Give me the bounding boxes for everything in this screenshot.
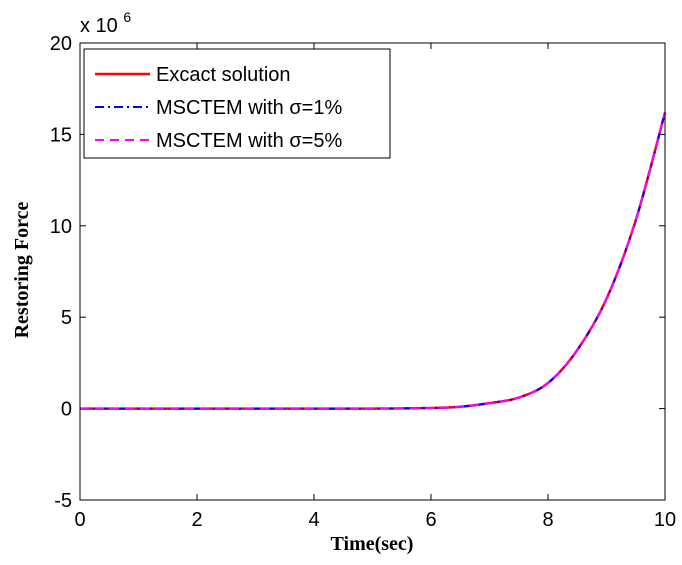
x-tick-label: 2: [191, 509, 202, 531]
y-tick-label: -5: [54, 490, 72, 512]
y-tick-label: 15: [50, 124, 72, 146]
series-group: [80, 112, 667, 410]
plot-frame: [79, 42, 666, 501]
y-multiplier-base: x 10: [80, 15, 118, 37]
legend: Excact solution MSCTEM with σ=1% MSCTEM wi…: [83, 48, 391, 159]
y-multiplier: x 10 6: [80, 9, 131, 37]
x-tick-label: 8: [542, 509, 553, 531]
y-tick-label: 20: [50, 33, 72, 55]
x-ticks: 0 2 4 6 8 10: [74, 43, 676, 531]
series-line: [80, 112, 666, 410]
legend-box: [83, 48, 391, 159]
y-tick-label: 10: [50, 216, 72, 238]
x-tick-label: 6: [425, 509, 436, 531]
y-multiplier-exponent: 6: [123, 9, 131, 25]
x-tick-label: 10: [654, 509, 676, 531]
x-tick-label: 0: [74, 509, 85, 531]
y-tick-label: 0: [61, 399, 72, 421]
y-axis-label: Restoring Force: [11, 201, 33, 338]
x-tick-label: 4: [308, 509, 319, 531]
y-tick-label: 5: [61, 307, 72, 329]
legend-label: MSCTEM with σ=5%: [156, 130, 342, 152]
legend-label: MSCTEM with σ=1%: [156, 97, 342, 119]
legend-label: Excact solution: [156, 64, 291, 86]
x-axis-label: Time(sec): [331, 533, 414, 555]
